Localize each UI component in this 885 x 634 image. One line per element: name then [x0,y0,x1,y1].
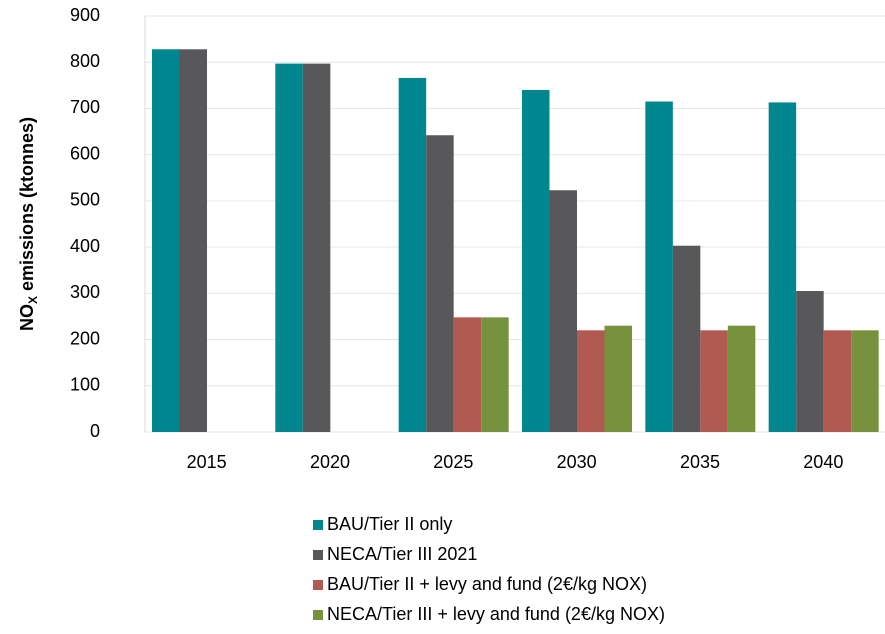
y-label-part: emissions (ktonnes) [17,117,37,296]
bar [522,89,550,432]
bar [672,245,701,432]
bar [604,325,632,432]
bar [549,190,577,432]
bar [768,102,797,433]
bar [727,325,756,432]
y-tick-label: 800 [70,51,100,71]
legend-label: BAU/Tier II + levy and fund (2€/kg NOX) [327,574,647,594]
bar [851,330,879,432]
y-tick-label: 100 [70,375,100,395]
y-tick-label: 900 [70,5,100,25]
legend-label: BAU/Tier II only [327,514,452,534]
x-tick-label: 2025 [433,452,473,472]
y-tick-label: 500 [70,190,100,210]
bar [700,330,728,432]
bar [426,135,454,432]
y-tick-label: 300 [70,282,100,302]
y-label-part: NO [17,304,37,331]
y-axis-label: NOX emissions (ktonnes) [17,117,40,331]
bar [398,77,427,432]
x-tick-label: 2020 [310,452,350,472]
legend-swatch [313,550,323,560]
x-tick-label: 2030 [557,452,597,472]
x-tick-label: 2040 [803,452,843,472]
bar [302,63,331,433]
legend-swatch [313,580,323,590]
legend-label: NECA/Tier III + levy and fund (2€/kg NOX… [327,604,665,624]
y-tick-label: 400 [70,236,100,256]
bar [481,317,509,432]
bar [645,101,673,432]
x-tick-label: 2015 [187,452,227,472]
bar [152,49,180,432]
bar [796,291,824,432]
bar [275,63,303,433]
bar [453,317,482,432]
bar [179,49,207,432]
legend-swatch [313,520,323,530]
bar [823,330,852,432]
legend-label: NECA/Tier III 2021 [327,544,477,564]
y-tick-label: 200 [70,328,100,348]
y-label-subscript: X [26,296,40,304]
y-tick-label: 600 [70,143,100,163]
legend-swatch [313,610,323,620]
bar [577,330,605,432]
y-tick-label: 700 [70,97,100,117]
x-tick-label: 2035 [680,452,720,472]
y-tick-label: 0 [90,421,100,441]
